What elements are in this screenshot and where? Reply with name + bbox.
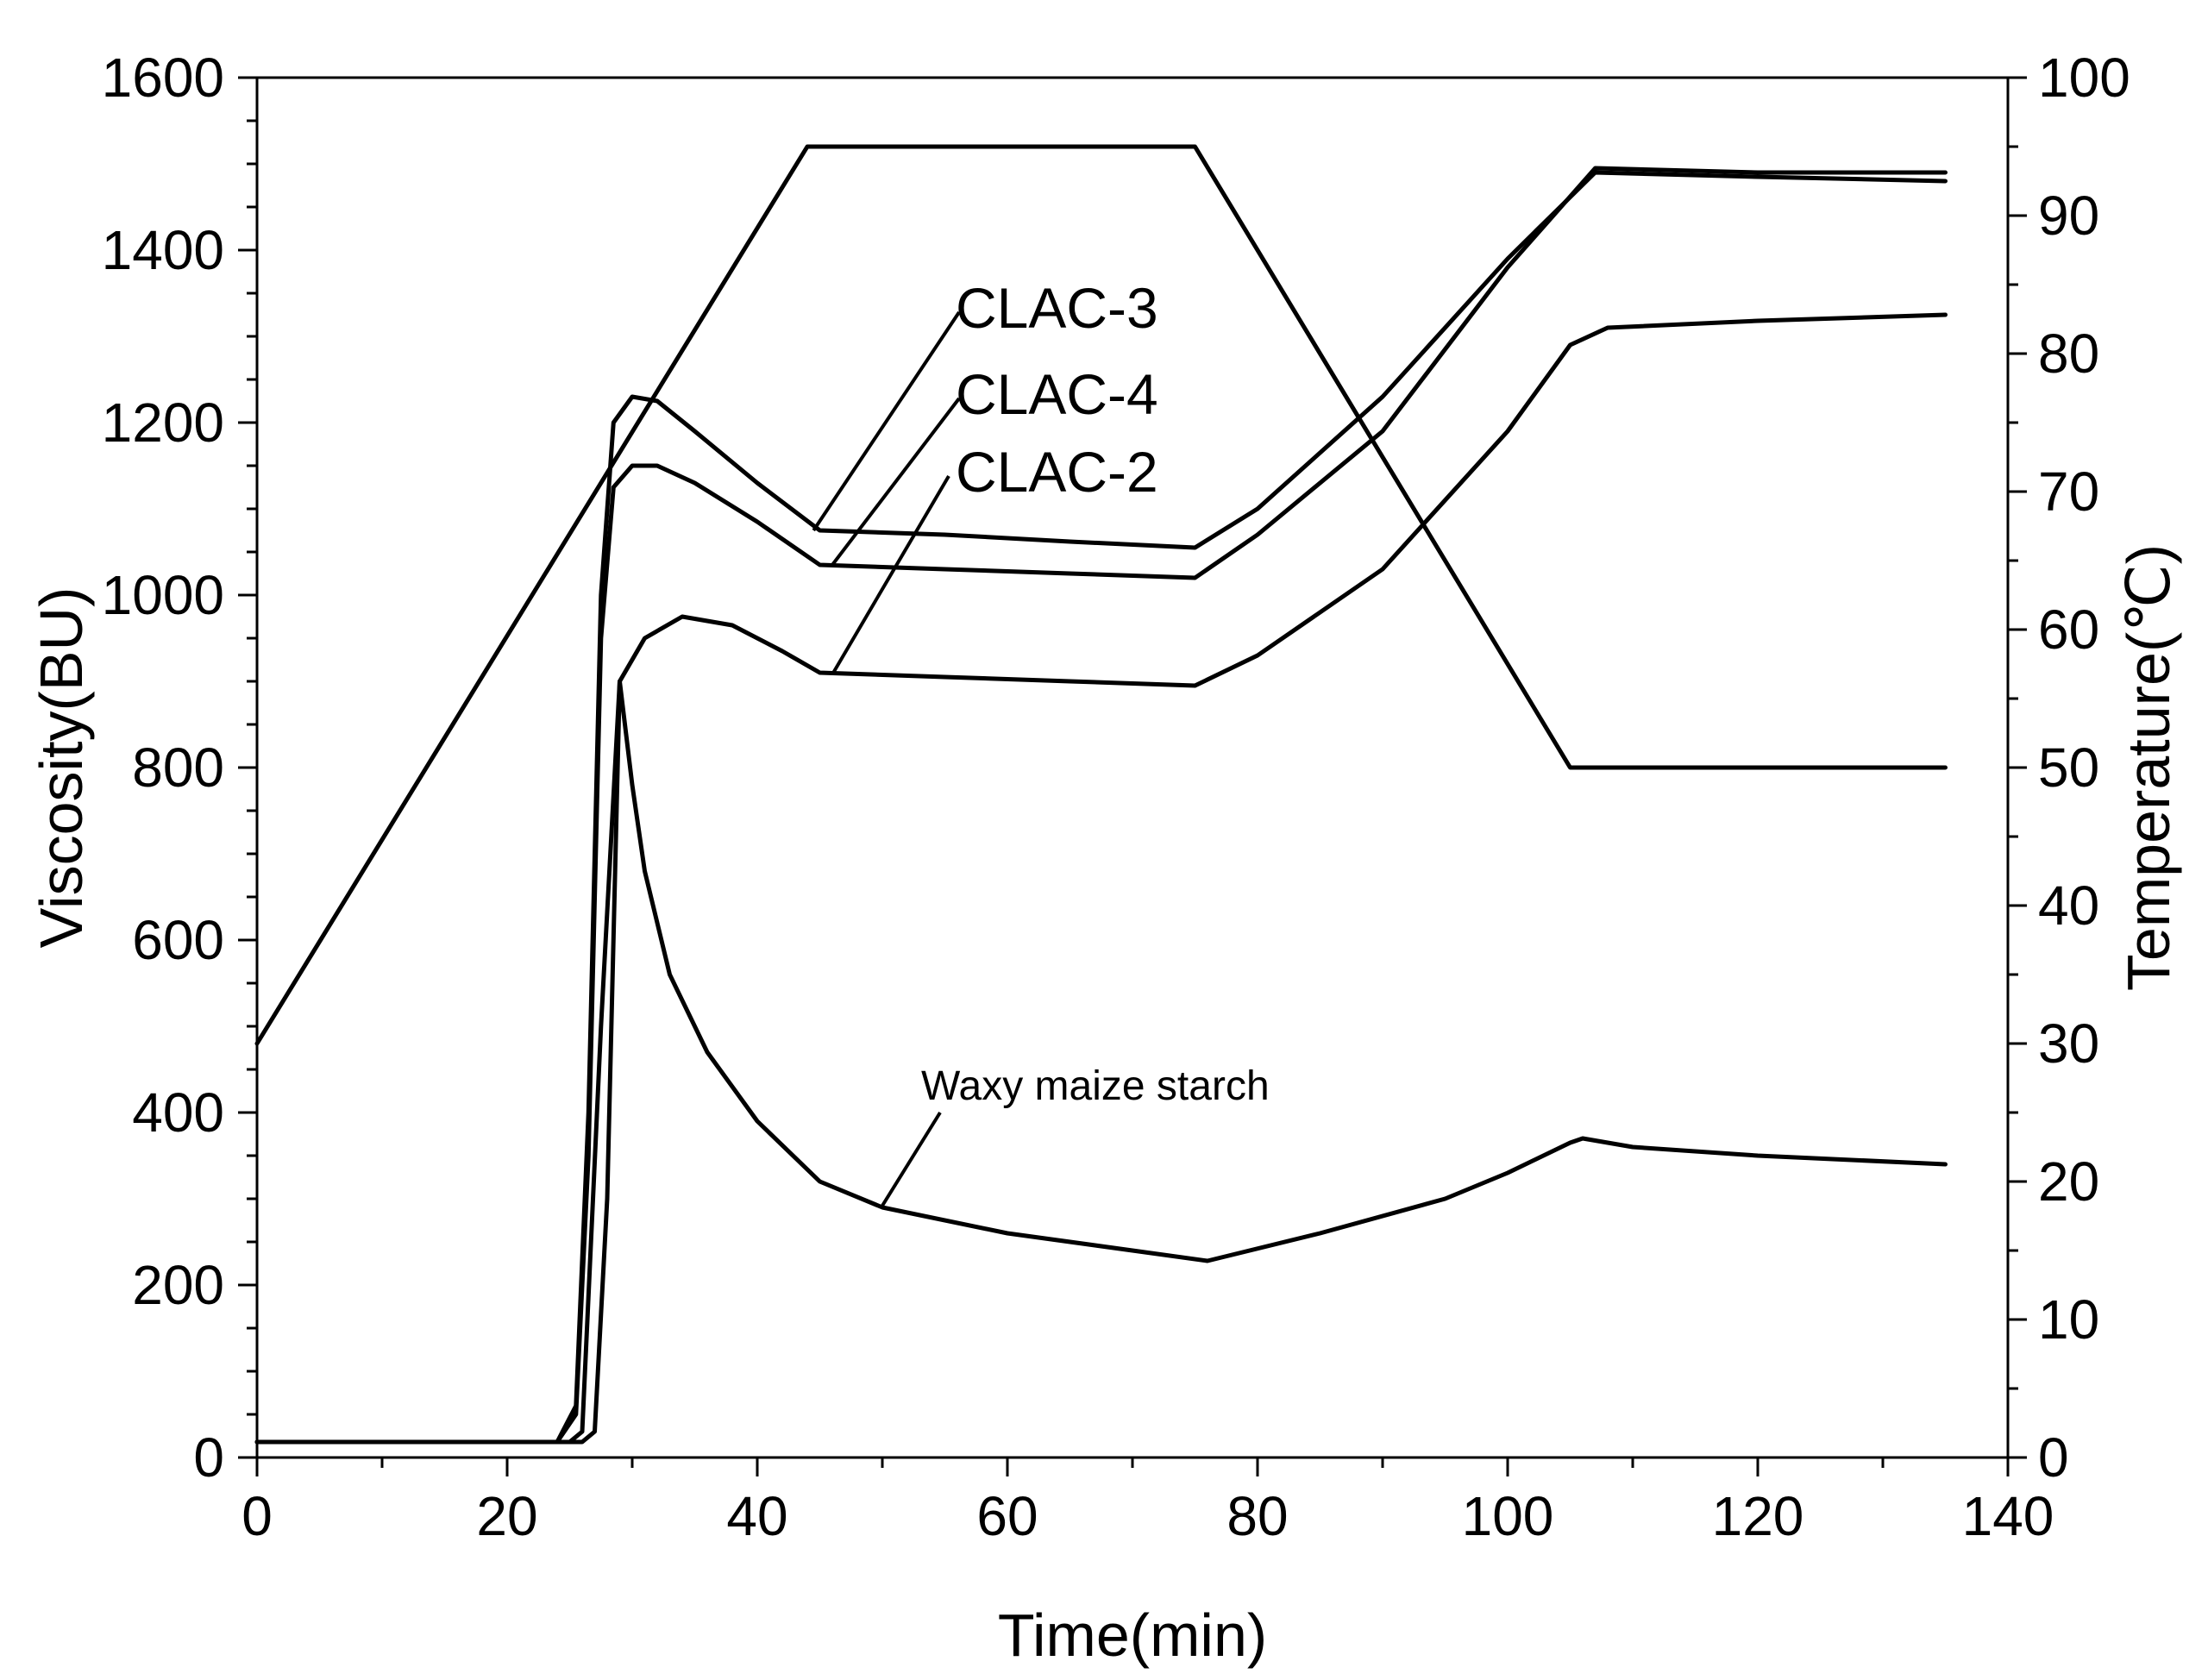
- y-left-tick-label: 400: [132, 1081, 224, 1144]
- y-left-axis-ticks: 0 200 400 600 800 1000 1200 1400 1600: [102, 47, 257, 1489]
- y-right-tick-label: 70: [2038, 461, 2099, 523]
- annotation-label-waxy-maize-starch: Waxy maize starch: [921, 1063, 1270, 1109]
- series-line-waxy-maize-starch: [254, 679, 1948, 1445]
- annotation-leader-clac-3: [812, 310, 961, 532]
- y-left-tick-label: 200: [132, 1254, 224, 1316]
- y-left-tick-label: 1600: [102, 47, 224, 109]
- series-line-clac-2: [254, 312, 1948, 1445]
- x-tick-label: 140: [1962, 1485, 2054, 1547]
- series-lines: [254, 144, 1948, 1445]
- annotations: CLAC-3 CLAC-4 CLAC-2 Waxy maize starch: [812, 276, 1270, 1207]
- annotation-leader-clac-4: [831, 397, 961, 567]
- y-right-tick-label: 90: [2038, 185, 2099, 247]
- y-right-tick-label: 60: [2038, 599, 2099, 661]
- x-tick-label: 60: [976, 1485, 1038, 1547]
- x-tick-label: 100: [1462, 1485, 1554, 1547]
- y-left-axis-title: Viscosity(BU): [28, 587, 95, 949]
- annotation-leader-waxy-maize-starch: [881, 1111, 942, 1207]
- y-right-axis-title: Temperature(℃): [2115, 544, 2182, 991]
- y-right-tick-label: 100: [2038, 47, 2130, 109]
- x-axis-title: Time(min): [998, 1602, 1267, 1669]
- y-right-tick-label: 10: [2038, 1288, 2099, 1351]
- annotation-label-clac-4: CLAC-4: [956, 362, 1158, 426]
- y-right-tick-label: 80: [2038, 323, 2099, 385]
- x-axis-ticks: 0 20 40 60 80 100 120 140: [242, 1457, 2054, 1547]
- y-right-tick-label: 20: [2038, 1150, 2099, 1213]
- y-left-tick-label: 0: [193, 1426, 224, 1489]
- y-left-tick-label: 1200: [102, 392, 224, 454]
- annotation-leader-clac-2: [831, 474, 950, 676]
- annotation-label-clac-3: CLAC-3: [956, 276, 1158, 340]
- y-left-tick-label: 600: [132, 909, 224, 971]
- x-tick-label: 40: [726, 1485, 787, 1547]
- y-right-tick-label: 40: [2038, 874, 2099, 937]
- x-tick-label: 80: [1226, 1485, 1288, 1547]
- y-left-tick-label: 800: [132, 737, 224, 799]
- y-right-tick-label: 30: [2038, 1012, 2099, 1075]
- y-right-tick-label: 0: [2038, 1426, 2069, 1489]
- x-tick-label: 120: [1712, 1485, 1804, 1547]
- y-left-tick-label: 1000: [102, 564, 224, 626]
- y-right-tick-label: 50: [2038, 737, 2099, 799]
- x-tick-label: 0: [242, 1485, 273, 1547]
- annotation-label-clac-2: CLAC-2: [956, 440, 1158, 504]
- series-line-temperature: [254, 144, 1948, 1046]
- series-line-clac-4: [254, 166, 1948, 1445]
- y-right-axis-ticks: 0 10 20 30 40 50 60 70 80 90 100: [2008, 47, 2130, 1489]
- y-left-tick-label: 1400: [102, 219, 224, 281]
- x-tick-label: 20: [476, 1485, 537, 1547]
